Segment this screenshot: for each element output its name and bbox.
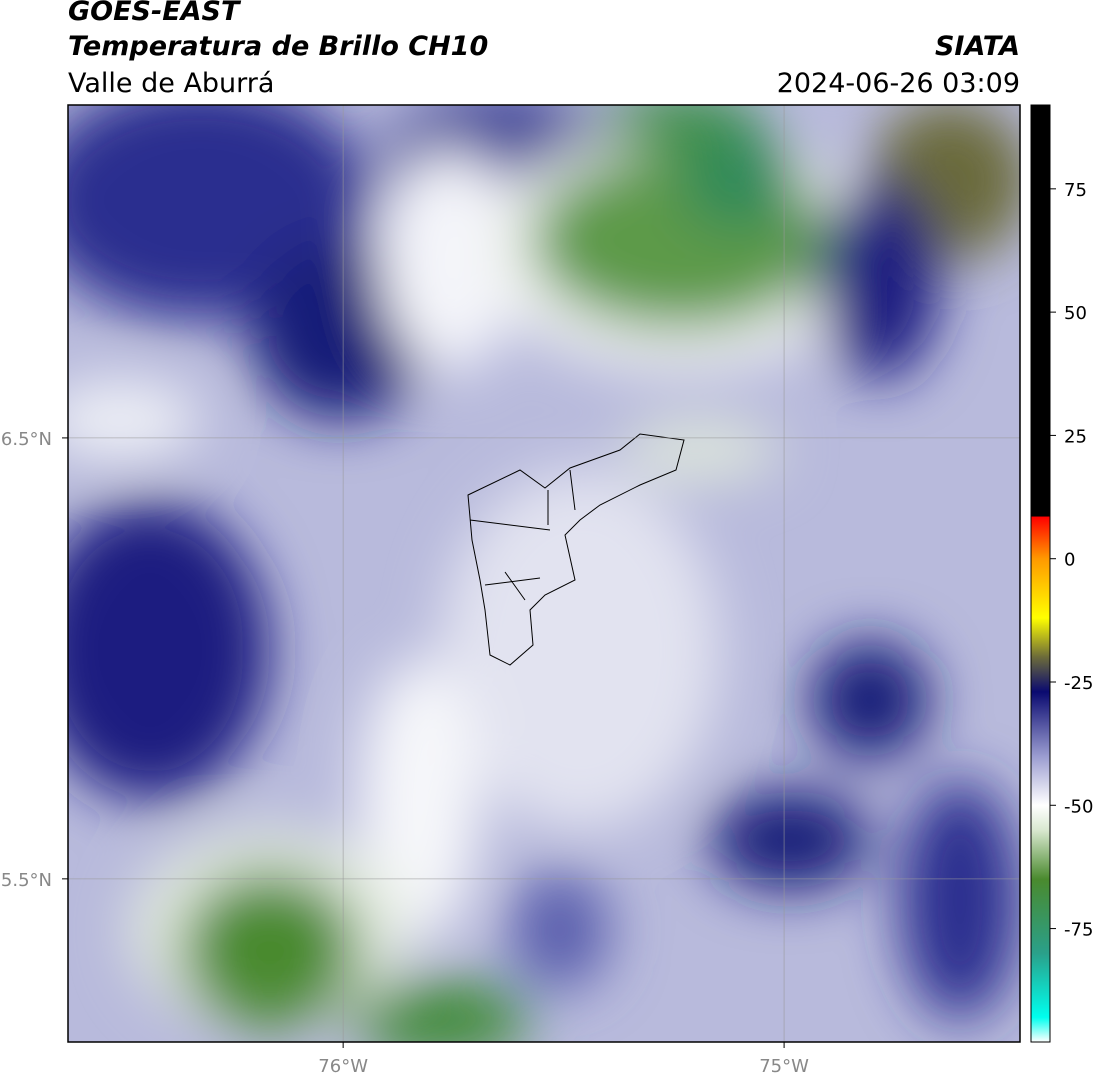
- subtitle: Temperatura de Brillo CH10: [68, 31, 488, 62]
- grid: [68, 105, 1020, 1042]
- map-frame: [67, 104, 1021, 1043]
- title: GOES-EAST: [68, 0, 242, 27]
- y-tick-label: 6.5°N: [1, 429, 52, 450]
- colorbar-tick-label: 50: [1064, 303, 1087, 324]
- colorbar-tick-label: 75: [1064, 180, 1087, 201]
- colorbar-tick-label: 0: [1064, 550, 1075, 571]
- region: Valle de Aburrá: [68, 68, 274, 99]
- colorbar-tick-label: -75: [1064, 920, 1093, 941]
- source: SIATA: [935, 31, 1020, 62]
- colorbar-tick-label: -25: [1064, 673, 1093, 694]
- datetime: 2024-06-26 03:09: [777, 68, 1020, 99]
- colorbar-tick-label: 25: [1064, 426, 1087, 447]
- valley-outline: [467, 433, 685, 666]
- x-tick-label: 76°W: [318, 1056, 368, 1077]
- colorbar: [1030, 104, 1051, 1043]
- x-tick-label: 75°W: [759, 1056, 809, 1077]
- colorbar-tick-label: -50: [1064, 796, 1093, 817]
- imagery: [68, 105, 1020, 1042]
- y-tick-label: 5.5°N: [1, 870, 52, 891]
